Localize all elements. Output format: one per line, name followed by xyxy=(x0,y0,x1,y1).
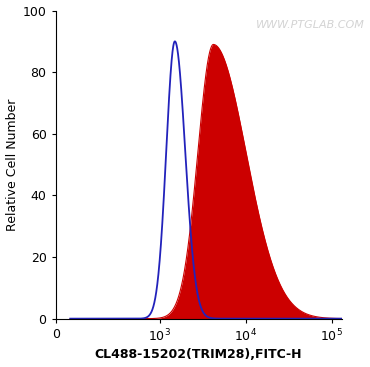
X-axis label: CL488-15202(TRIM28),FITC-H: CL488-15202(TRIM28),FITC-H xyxy=(95,348,302,361)
Y-axis label: Relative Cell Number: Relative Cell Number xyxy=(6,98,18,231)
Text: WWW.PTGLAB.COM: WWW.PTGLAB.COM xyxy=(256,20,365,30)
